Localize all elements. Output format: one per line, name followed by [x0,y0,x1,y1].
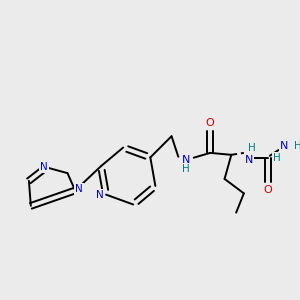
Text: O: O [206,118,214,128]
Text: H: H [273,153,280,163]
Text: N: N [280,141,289,151]
Text: N: N [40,162,48,172]
Text: H: H [294,141,300,151]
Text: N: N [96,190,104,200]
Text: O: O [264,184,272,194]
Text: N: N [244,154,253,165]
Text: H: H [248,143,255,153]
Text: N: N [182,154,190,165]
Text: H: H [182,164,190,174]
Text: N: N [75,184,83,194]
